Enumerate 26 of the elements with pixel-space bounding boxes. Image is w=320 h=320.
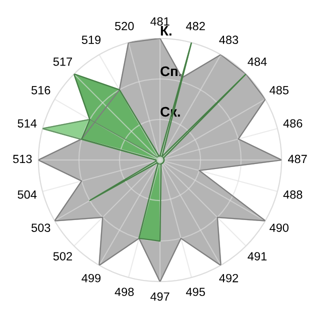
spoke-label: 485 [270,86,288,94]
spoke-label: 514 [18,119,37,128]
spoke-label: 504 [18,190,37,199]
spoke-label: 495 [186,288,205,296]
y-tick-label: К. [160,26,172,36]
spoke-label: 516 [31,86,50,94]
spoke-label: 499 [82,274,101,282]
spoke-label: 492 [219,274,238,282]
spoke-label: 481 [150,17,170,26]
spoke-label: 487 [288,154,307,164]
spoke-label: 486 [283,119,302,128]
spoke-label: 482 [186,22,205,30]
spoke-label: 520 [115,22,134,30]
spoke-label: 488 [283,190,302,199]
spoke-label: 502 [53,252,72,260]
spoke-label: 484 [248,58,267,66]
spoke-label: 498 [114,288,134,296]
spoke-label: 491 [248,252,267,260]
spoke-label: 519 [82,36,101,44]
spoke-label: 490 [270,224,289,232]
y-tick-label: Сп. [160,66,182,76]
spoke-label: 513 [13,154,32,164]
spoke-label: 517 [53,58,72,66]
spoke-label: 483 [219,36,238,44]
spoke-label: 497 [150,292,170,301]
spoke-label: 503 [31,224,50,232]
